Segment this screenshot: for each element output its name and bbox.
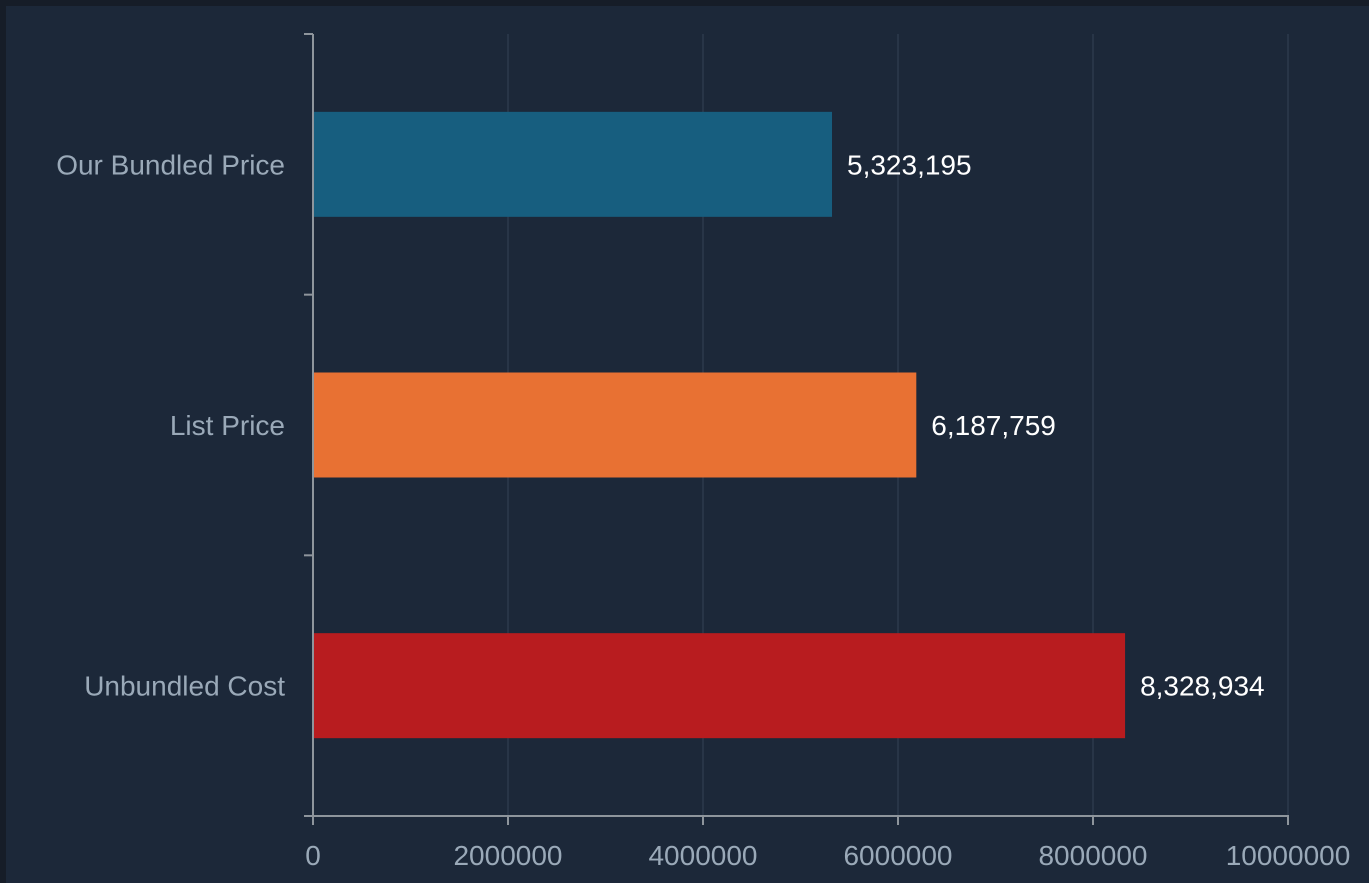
x-tick-label: 2000000 <box>453 840 562 871</box>
x-axis-labels: 0 2000000 4000000 6000000 8000000 10000000 <box>305 840 1350 871</box>
x-tick-label: 8000000 <box>1038 840 1147 871</box>
y-tick-label: Our Bundled Price <box>56 149 285 180</box>
x-axis <box>305 815 1289 825</box>
x-tick-label: 0 <box>305 840 321 871</box>
y-axis <box>304 33 314 817</box>
y-tick-label: List Price <box>170 410 285 441</box>
bar <box>314 372 917 478</box>
x-tick-label: 10000000 <box>1226 840 1351 871</box>
bars <box>314 111 1126 739</box>
value-labels: 5,323,195 6,187,759 8,328,934 <box>847 149 1265 701</box>
x-tick-label: 6000000 <box>843 840 952 871</box>
y-tick-label: Unbundled Cost <box>84 671 285 702</box>
bar-value-label: 6,187,759 <box>931 410 1056 441</box>
y-axis-labels: Our Bundled Price List Price Unbundled Cos… <box>56 149 285 701</box>
bar <box>314 111 833 217</box>
x-tick-label: 4000000 <box>648 840 757 871</box>
bar-value-label: 5,323,195 <box>847 149 972 180</box>
bar <box>314 633 1126 739</box>
bar-value-label: 8,328,934 <box>1140 671 1265 702</box>
